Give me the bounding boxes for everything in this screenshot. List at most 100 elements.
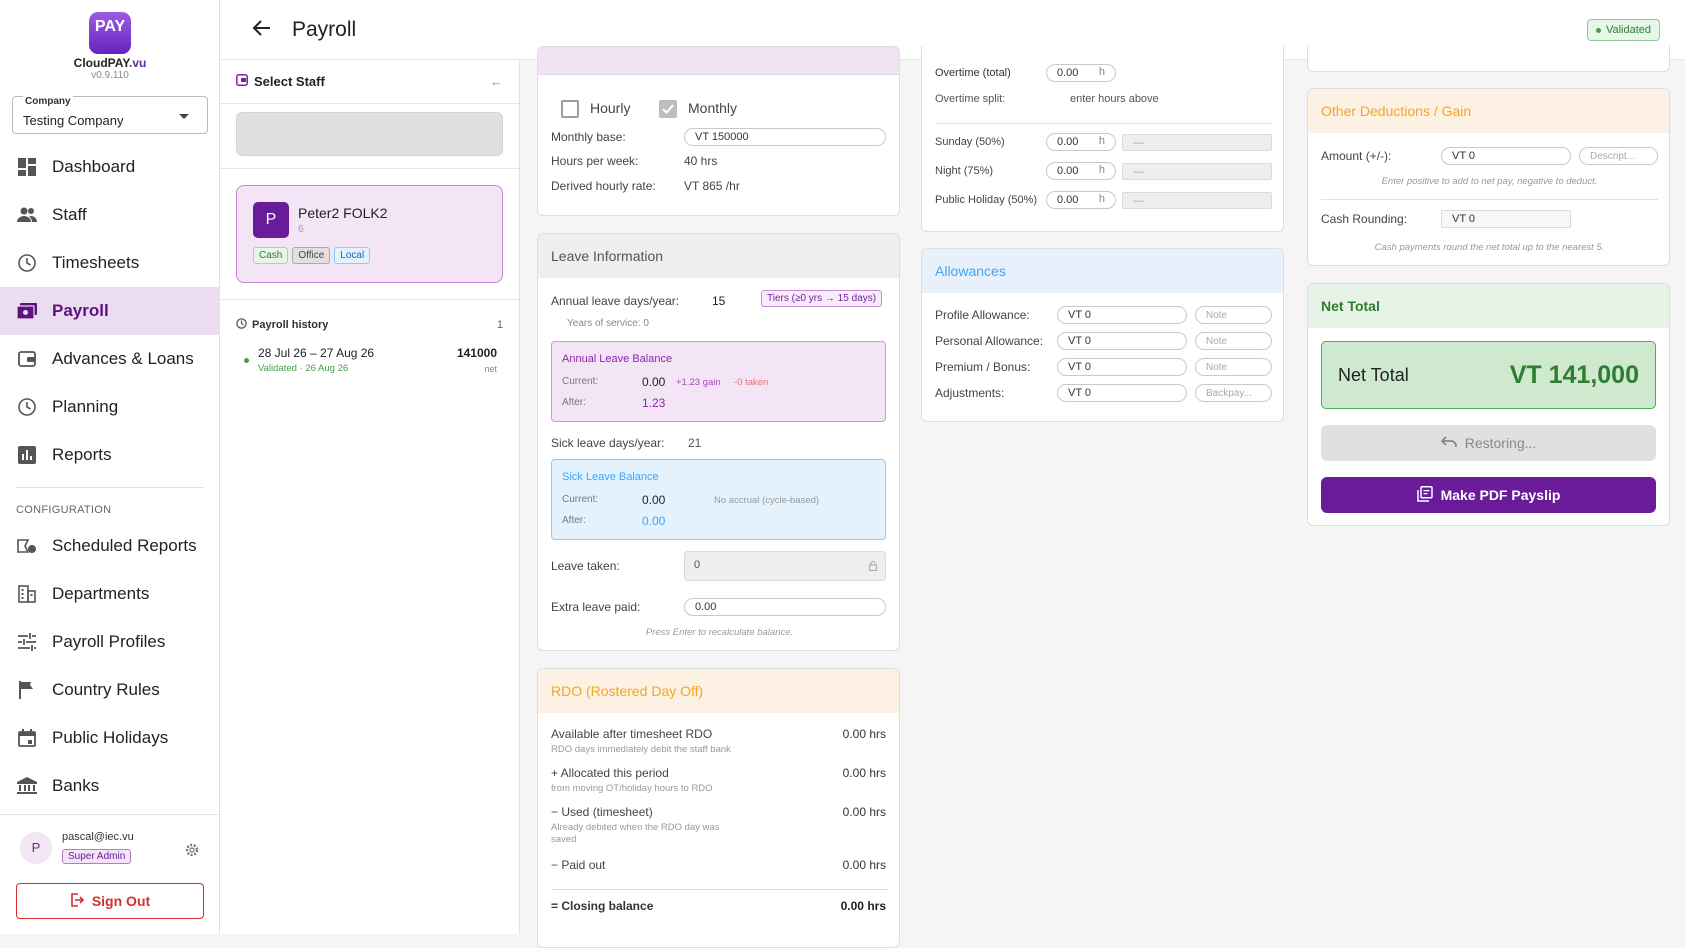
divider [220, 168, 519, 169]
extra-leave-input[interactable]: 0.00 [684, 598, 886, 616]
rdo-row-value: 0.00 hrs [842, 766, 886, 780]
monthly-base-input[interactable]: VT 150000 [684, 128, 886, 146]
sidebar: PAY CloudPAY.vu v0.9.110 Company Testing… [0, 0, 220, 934]
nav-reports[interactable]: Reports [0, 431, 220, 479]
rate-hours-input[interactable]: 0.00 h [1046, 191, 1116, 209]
unit: h [1098, 193, 1105, 205]
nav-section-heading: CONFIGURATION [16, 504, 112, 516]
nav-planning[interactable]: Planning [0, 383, 220, 431]
nav-payroll[interactable]: Payroll [0, 287, 220, 335]
amount-label: Amount (+/-): [1321, 149, 1392, 163]
app-version: v0.9.110 [91, 70, 129, 81]
dropdown-caret-icon [179, 114, 189, 119]
staff-avatar: P [253, 202, 289, 238]
tune-icon [17, 632, 37, 652]
nav-staff[interactable]: Staff [0, 191, 220, 239]
tiers-badge[interactable]: Tiers (≥0 yrs → 15 days) [761, 290, 883, 307]
alb-current-label: Current: [562, 376, 599, 387]
hourly-checkbox[interactable] [561, 100, 579, 118]
nav-advances-loans[interactable]: Advances & Loans [0, 335, 220, 383]
hourly-label: Hourly [590, 100, 631, 116]
rdo-title: RDO (Rostered Day Off) [551, 683, 704, 699]
app-logo[interactable]: PAY CloudPAY.vu v0.9.110 [0, 12, 220, 81]
allowance-value: 0 [1084, 361, 1092, 373]
allowance-amount-input[interactable]: VT 0 [1057, 306, 1187, 324]
bar-chart-icon [17, 445, 37, 465]
staff-card[interactable]: P Peter2 FOLK2 6 Cash Office Local [236, 185, 503, 283]
payroll-icon [17, 301, 37, 321]
nav-scheduled-reports[interactable]: Scheduled Reports [0, 522, 220, 570]
staff-search-input[interactable] [236, 112, 503, 156]
nav-country-rules[interactable]: Country Rules [0, 666, 220, 714]
make-pdf-label: Make PDF Payslip [1440, 487, 1561, 503]
collapse-icon[interactable]: ← [490, 74, 503, 89]
leave-header: Leave Information [538, 234, 899, 278]
deductions-header: Other Deductions / Gain [1308, 89, 1669, 133]
sign-out-button[interactable]: Sign Out [16, 883, 204, 919]
rdo-row-label: Available after timesheet RDO [551, 727, 713, 741]
net-total-value: VT 141,000 [1509, 361, 1639, 389]
allowances-header: Allowances [922, 249, 1283, 293]
allowance-note-input[interactable]: Backpay... [1195, 384, 1272, 402]
wallet-icon [17, 349, 37, 369]
allowance-value: 0 [1084, 309, 1092, 321]
lock-icon [869, 561, 877, 575]
allowance-note-input[interactable]: Note [1195, 332, 1272, 350]
company-select[interactable]: Company Testing Company [12, 96, 208, 134]
nav-departments[interactable]: Departments [0, 570, 220, 618]
allowance-amount-input[interactable]: VT 0 [1057, 384, 1187, 402]
allowances-title: Allowances [935, 263, 1006, 279]
nav-label: Timesheets [52, 253, 140, 272]
payroll-history-header: Payroll history 1 [220, 318, 519, 332]
deductions-title: Other Deductions / Gain [1321, 103, 1472, 119]
gear-icon[interactable] [185, 843, 199, 862]
staff-tags: Cash Office Local [253, 247, 371, 264]
allowance-note-input[interactable]: Note [1195, 358, 1272, 376]
avatar: P [20, 832, 52, 864]
currency-prefix: VT [1068, 309, 1082, 321]
tag-residency: Local [334, 247, 371, 264]
allowance-amount-input[interactable]: VT 0 [1057, 358, 1187, 376]
rate-hours-input[interactable]: 0.00 h [1046, 133, 1116, 151]
alb-after-value: 1.23 [642, 396, 666, 410]
deductions-card: Other Deductions / Gain Amount (+/-): VT… [1307, 88, 1670, 266]
app-domain: .vu [129, 56, 147, 70]
make-pdf-payslip-button[interactable]: Make PDF Payslip [1321, 477, 1656, 513]
description-input[interactable]: Descript... [1579, 147, 1658, 165]
history-status: Validated · 26 Aug 26 [258, 363, 349, 374]
rdo-row-sub: Already debited when the RDO day was sav… [551, 822, 720, 845]
nav-timesheets[interactable]: Timesheets [0, 239, 220, 287]
restoring-button[interactable]: Restoring... [1321, 425, 1656, 461]
status-dot [244, 358, 249, 363]
nav-label: Payroll Profiles [52, 632, 166, 651]
rate-hours-input[interactable]: 0.00 h [1046, 162, 1116, 180]
allowance-value: 0 [1084, 387, 1092, 399]
slb-after-value: 0.00 [642, 514, 666, 528]
previous-card [1307, 46, 1670, 72]
allowance-amount-input[interactable]: VT 0 [1057, 332, 1187, 350]
rate-amount: — [1122, 134, 1272, 151]
main-nav: Dashboard Staff Timesheets Payroll Advan… [0, 143, 220, 810]
undo-icon [1440, 435, 1457, 451]
rate-hours-value: 0.00 [1057, 194, 1079, 206]
nav-payroll-profiles[interactable]: Payroll Profiles [0, 618, 220, 666]
annual-leave-balance: Annual Leave Balance Current: 0.00 +1.23… [551, 341, 886, 422]
overtime-total-input[interactable]: 0.00 h [1046, 64, 1116, 82]
tag-payment: Cash [253, 247, 289, 264]
tag-department: Office [292, 247, 331, 264]
slb-current-value: 0.00 [642, 493, 666, 507]
amount-input[interactable]: VT 0 [1441, 147, 1571, 165]
allowance-note-input[interactable]: Note [1195, 306, 1272, 324]
nav-dashboard[interactable]: Dashboard [0, 143, 220, 191]
nav-label: Country Rules [52, 680, 160, 699]
nav-public-holidays[interactable]: Public Holidays [0, 714, 220, 762]
history-row[interactable]: 28 Jul 26 – 27 Aug 26 Validated · 26 Aug… [236, 346, 503, 380]
nav-label: Banks [52, 776, 100, 795]
back-arrow-icon[interactable] [252, 18, 272, 43]
currency-prefix: VT [1068, 387, 1082, 399]
net-header: Net Total [1308, 284, 1669, 328]
rounding-hint: Cash payments round the net total up to … [1374, 242, 1605, 253]
check-icon [662, 104, 674, 114]
monthly-checkbox[interactable] [659, 100, 677, 118]
nav-banks[interactable]: Banks [0, 762, 220, 810]
